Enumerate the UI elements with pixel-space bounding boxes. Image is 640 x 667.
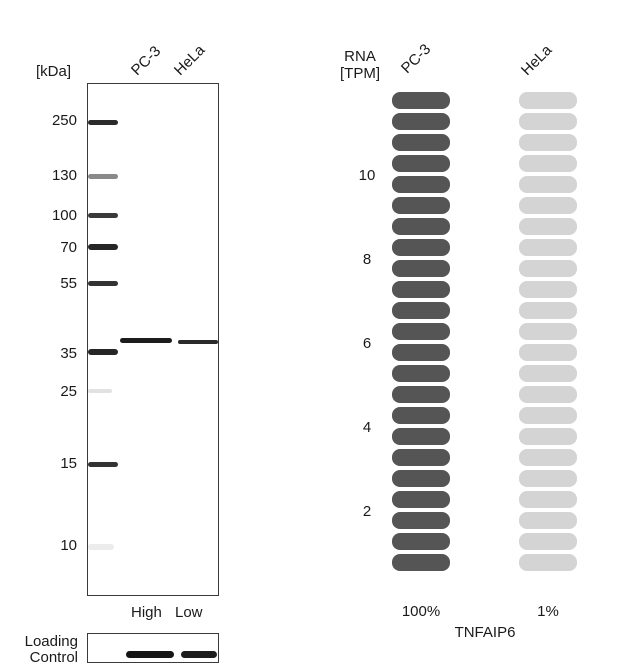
rna-cell xyxy=(392,407,450,424)
rna-cell xyxy=(519,197,577,214)
rna-cell xyxy=(392,218,450,235)
loading-control-blot xyxy=(87,633,219,663)
rna-cell xyxy=(519,344,577,361)
rna-axis-label-line1: RNA xyxy=(344,48,376,65)
rna-cell xyxy=(519,407,577,424)
western-blot-image xyxy=(87,83,219,596)
rna-cell xyxy=(519,218,577,235)
loading-band-hela xyxy=(181,651,217,658)
ladder-band-25 xyxy=(88,389,112,393)
rna-cell xyxy=(392,470,450,487)
rna-tick-8: 8 xyxy=(362,251,372,268)
rna-cell xyxy=(519,449,577,466)
rna-cell xyxy=(392,302,450,319)
rna-cell xyxy=(519,155,577,172)
rna-cell xyxy=(392,197,450,214)
ladder-band-15 xyxy=(88,462,118,467)
rna-cell xyxy=(519,428,577,445)
rna-axis-label-line2: [TPM] xyxy=(340,65,380,82)
rna-cell xyxy=(392,386,450,403)
ladder-band-10 xyxy=(88,544,114,550)
rna-column-hela xyxy=(519,92,577,592)
rna-sample-label-hela: HeLa xyxy=(517,41,556,79)
rna-cell xyxy=(519,260,577,277)
rna-cell xyxy=(519,491,577,508)
rna-cell xyxy=(392,533,450,550)
mw-label-15: 15 xyxy=(60,455,77,472)
rna-cell xyxy=(392,239,450,256)
rna-cell xyxy=(519,512,577,529)
rna-cell xyxy=(392,554,450,571)
ladder-band-70 xyxy=(88,244,118,250)
mw-label-35: 35 xyxy=(60,345,77,362)
lane-label-hela: HeLa xyxy=(170,41,209,79)
mw-label-250: 250 xyxy=(51,112,77,129)
rna-cell xyxy=(392,344,450,361)
mw-label-130: 130 xyxy=(51,167,77,184)
mw-label-25: 25 xyxy=(60,383,77,400)
rna-cell xyxy=(519,386,577,403)
mw-label-10: 10 xyxy=(60,537,77,554)
rna-cell xyxy=(392,92,450,109)
rna-cell xyxy=(519,302,577,319)
rna-cell xyxy=(392,323,450,340)
rna-cell xyxy=(519,323,577,340)
ladder-band-130 xyxy=(88,174,118,179)
rna-cell xyxy=(392,155,450,172)
rna-cell xyxy=(392,113,450,130)
rna-tick-4: 4 xyxy=(362,419,372,436)
rna-cell xyxy=(392,281,450,298)
rna-cell xyxy=(392,260,450,277)
band-pc3 xyxy=(120,338,172,343)
rna-percent-pc3: 100% xyxy=(401,603,441,620)
ladder-band-250 xyxy=(88,120,118,125)
rna-cell xyxy=(519,554,577,571)
rna-tick-2: 2 xyxy=(362,503,372,520)
rna-cell xyxy=(519,134,577,151)
gene-name: TNFAIP6 xyxy=(454,624,516,641)
rna-sample-label-pc3: PC-3 xyxy=(397,40,435,77)
rna-tick-10: 10 xyxy=(358,167,376,184)
ladder-band-100 xyxy=(88,213,118,218)
mw-label-70: 70 xyxy=(60,239,77,256)
rna-cell xyxy=(519,281,577,298)
rna-percent-hela: 1% xyxy=(537,603,559,620)
ladder-band-35 xyxy=(88,349,118,355)
mw-label-100: 100 xyxy=(51,207,77,224)
rna-cell xyxy=(519,239,577,256)
rna-cell xyxy=(519,113,577,130)
rna-cell xyxy=(519,92,577,109)
rna-cell xyxy=(392,512,450,529)
rna-tick-6: 6 xyxy=(362,335,372,352)
loading-control-label-line2: Control xyxy=(29,649,78,666)
rna-cell xyxy=(392,134,450,151)
rna-cell xyxy=(392,449,450,466)
band-hela xyxy=(178,340,218,344)
rna-cell xyxy=(392,491,450,508)
loading-control-label-line1: Loading xyxy=(24,633,78,650)
rna-cell xyxy=(392,176,450,193)
rna-cell xyxy=(392,428,450,445)
rna-cell xyxy=(519,176,577,193)
expression-label-low: Low xyxy=(175,604,203,621)
ladder-band-55 xyxy=(88,281,118,286)
rna-cell xyxy=(519,470,577,487)
rna-column-pc3 xyxy=(392,92,450,592)
expression-label-high: High xyxy=(131,604,162,621)
rna-cell xyxy=(519,533,577,550)
rna-cell xyxy=(519,365,577,382)
mw-label-55: 55 xyxy=(60,275,77,292)
kda-unit-label: [kDa] xyxy=(36,63,72,80)
lane-label-pc3: PC-3 xyxy=(127,42,165,79)
loading-band-pc3 xyxy=(126,651,174,658)
rna-cell xyxy=(392,365,450,382)
